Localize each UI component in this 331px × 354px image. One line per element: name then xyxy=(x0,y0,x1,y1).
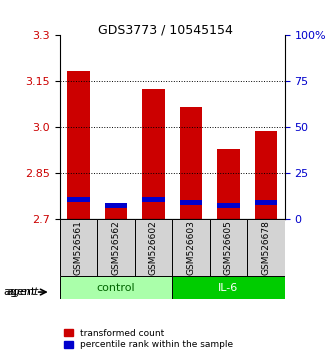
FancyBboxPatch shape xyxy=(172,219,210,276)
Bar xyxy=(67,197,90,202)
Bar xyxy=(142,197,165,202)
Text: agent: agent xyxy=(7,287,39,297)
FancyBboxPatch shape xyxy=(210,219,247,276)
Legend: transformed count, percentile rank within the sample: transformed count, percentile rank withi… xyxy=(64,329,233,349)
Bar xyxy=(255,131,277,219)
Text: GSM526678: GSM526678 xyxy=(261,220,270,275)
Bar xyxy=(105,203,127,209)
Bar xyxy=(142,89,165,219)
Text: GSM526561: GSM526561 xyxy=(74,220,83,275)
Text: IL-6: IL-6 xyxy=(218,282,239,293)
FancyBboxPatch shape xyxy=(247,219,285,276)
Text: control: control xyxy=(97,282,135,293)
Bar xyxy=(217,149,240,219)
Bar xyxy=(255,200,277,205)
Text: GSM526602: GSM526602 xyxy=(149,221,158,275)
Bar xyxy=(67,71,90,219)
Text: GDS3773 / 10545154: GDS3773 / 10545154 xyxy=(98,23,233,36)
Bar xyxy=(217,203,240,209)
Text: GSM526605: GSM526605 xyxy=(224,220,233,275)
FancyBboxPatch shape xyxy=(60,276,172,299)
Bar xyxy=(180,108,202,219)
Text: agent: agent xyxy=(3,287,35,297)
FancyBboxPatch shape xyxy=(135,219,172,276)
FancyBboxPatch shape xyxy=(97,219,135,276)
Text: GSM526562: GSM526562 xyxy=(111,221,120,275)
Text: GSM526603: GSM526603 xyxy=(186,220,195,275)
Bar xyxy=(105,202,127,219)
Bar xyxy=(180,200,202,205)
FancyBboxPatch shape xyxy=(60,219,97,276)
FancyBboxPatch shape xyxy=(172,276,285,299)
